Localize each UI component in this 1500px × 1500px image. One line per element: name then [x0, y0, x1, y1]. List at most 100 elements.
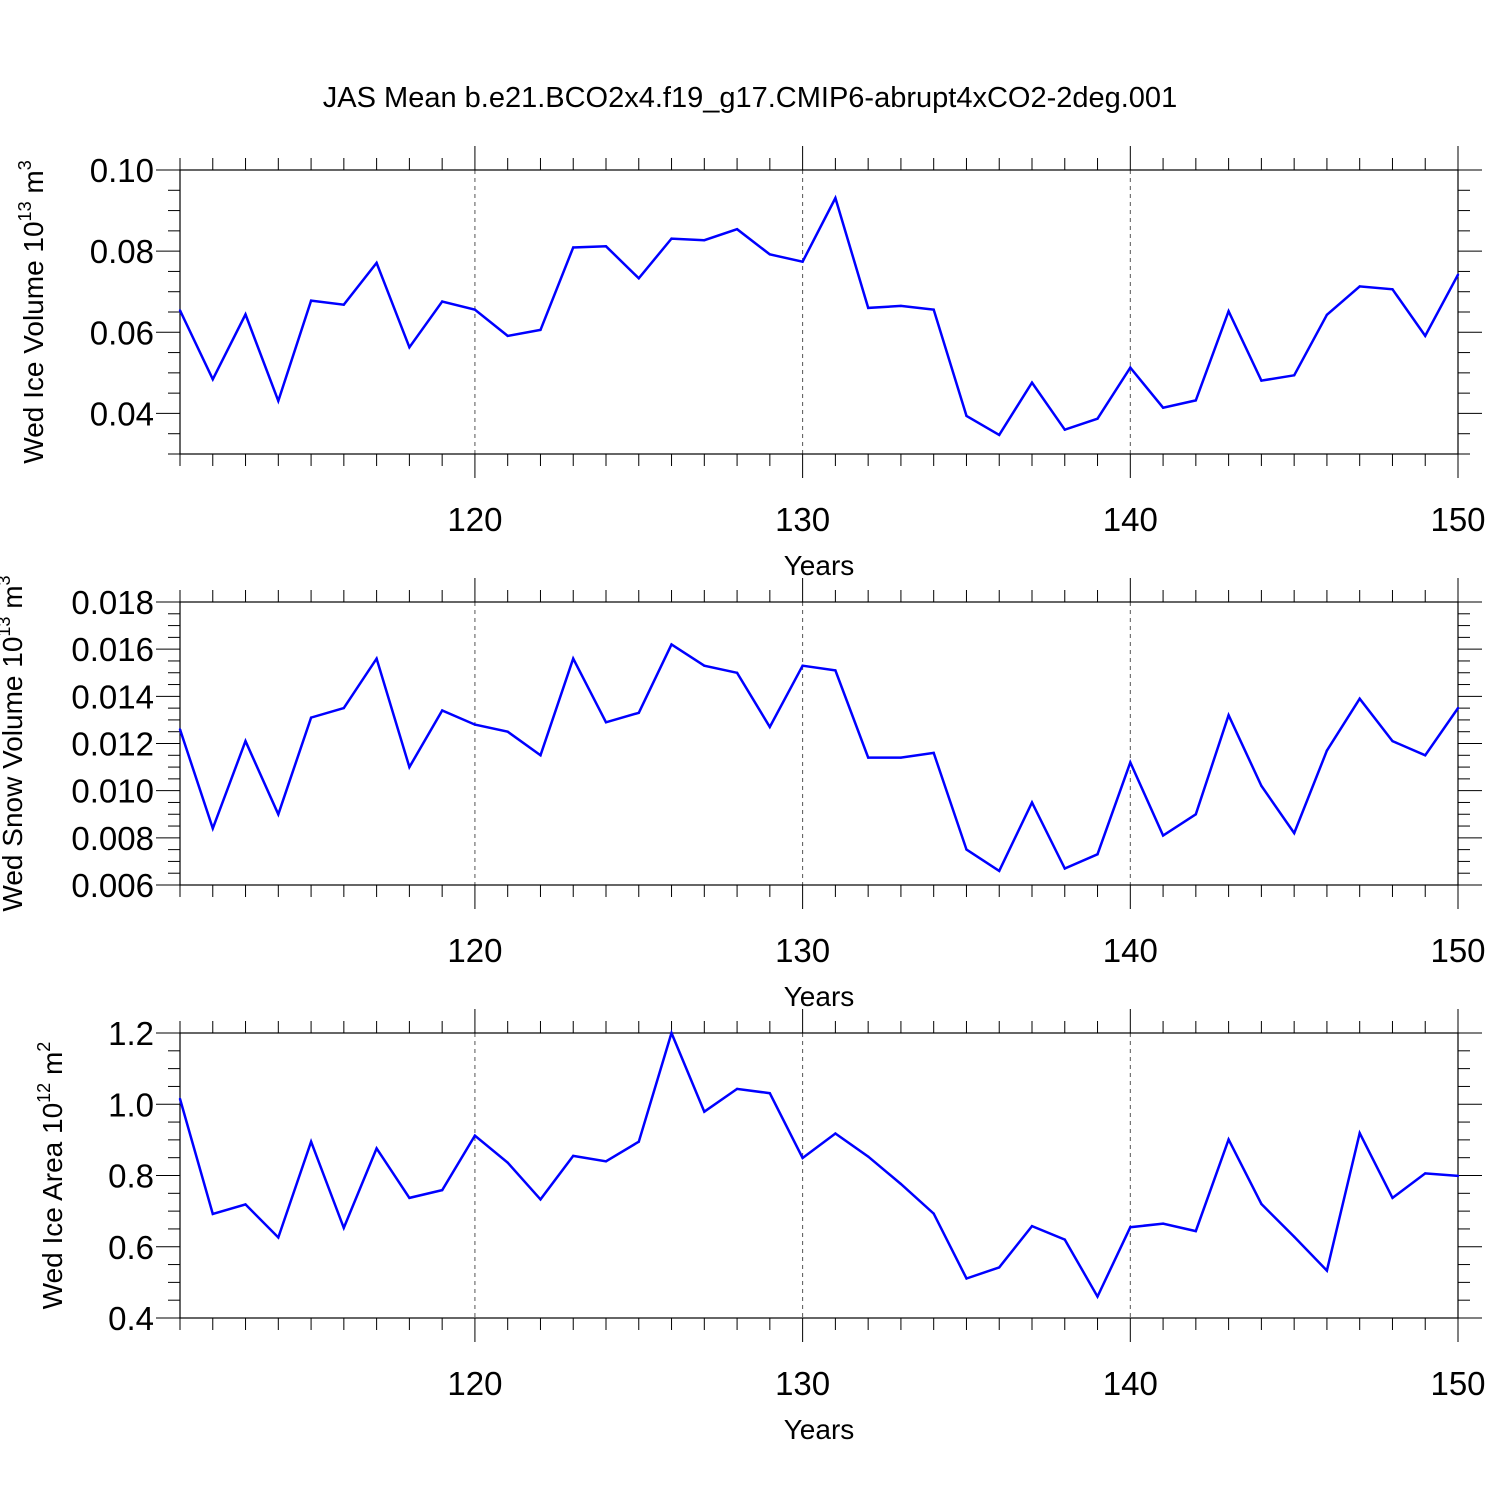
- data-point: [1424, 334, 1427, 338]
- data-point: [703, 1110, 706, 1113]
- data-point: [834, 669, 837, 672]
- data-point: [1227, 310, 1230, 313]
- y-axis-title: Wed Ice Volume 1013 m3: [15, 160, 49, 463]
- data-point: [572, 657, 575, 660]
- data-point: [637, 277, 640, 280]
- data-point: [1096, 417, 1099, 420]
- data-point: [1161, 406, 1165, 409]
- panels: 0.04 0.06 0.08 0.10 120 130 140 150 Years Wed Ice…: [0, 146, 1486, 1445]
- data-point: [1227, 714, 1230, 717]
- data-point: [965, 1277, 968, 1280]
- data-point: [1194, 813, 1198, 816]
- data-point: [277, 399, 280, 403]
- data-point: [998, 869, 1001, 873]
- data-point: [1161, 834, 1165, 837]
- data-point: [1030, 381, 1034, 384]
- data-point: [768, 253, 771, 256]
- data-point: [1391, 739, 1394, 743]
- data-point: [735, 671, 739, 674]
- x-tick-label: 140: [1103, 932, 1158, 969]
- y-axis-title-main: Wed Ice Volume 10: [18, 221, 49, 463]
- data-point: [604, 721, 608, 724]
- data-point: [211, 1212, 214, 1216]
- y-axis-title-main: Wed Ice Area 10: [37, 1103, 68, 1310]
- data-point: [670, 643, 673, 646]
- y-axis-title-main: Wed Snow Volume 10: [0, 637, 28, 912]
- panel-2: 0.006 0.008 0.010 0.012 0.014 0.016 0.018 120 13…: [0, 575, 1486, 1012]
- data-point: [506, 730, 509, 733]
- data-point: [244, 313, 247, 316]
- x-tick-label: 140: [1103, 501, 1158, 538]
- data-point: [1194, 1229, 1198, 1233]
- y-axis-title-unit-exponent: 3: [0, 575, 14, 585]
- panel-3: 0.4 0.6 0.8 1.0 1.2 120 130 140 150 Years Wed Ice …: [34, 1009, 1486, 1445]
- data-point: [408, 765, 411, 769]
- data-point: [965, 848, 968, 851]
- data-point: [473, 723, 477, 726]
- plot-frame: [179, 601, 1459, 886]
- x-axis-title: Years: [784, 1414, 855, 1445]
- data-point: [473, 308, 477, 311]
- y-tick-label: 0.018: [71, 584, 154, 621]
- data-point: [1358, 697, 1361, 700]
- data-point: [867, 756, 870, 759]
- data-point: [1325, 749, 1329, 752]
- data-point: [539, 1198, 542, 1201]
- data-point: [572, 1154, 575, 1158]
- data-point: [441, 300, 444, 303]
- y-tick-label: 0.6: [108, 1229, 154, 1266]
- data-point: [834, 196, 837, 200]
- data-point: [867, 306, 870, 310]
- x-tick-label: 150: [1430, 501, 1485, 538]
- y-tick-label: 0.8: [108, 1158, 154, 1195]
- y-tick-label: 0.08: [90, 233, 154, 270]
- data-point: [342, 303, 345, 306]
- data-point: [899, 756, 903, 759]
- data-point: [965, 414, 968, 418]
- data-point: [211, 378, 214, 381]
- data-point: [801, 664, 804, 667]
- data-point: [670, 1031, 673, 1035]
- data-point: [342, 1226, 345, 1230]
- y-axis-title-unit: m: [37, 1052, 68, 1083]
- data-point: [1096, 1295, 1099, 1298]
- y-axis-title-exponent: 13: [15, 201, 35, 221]
- y-axis-title-unit: m: [18, 170, 49, 201]
- plot-frame: [179, 1032, 1459, 1319]
- y-tick-label: 0.10: [90, 152, 154, 189]
- figure-title: JAS Mean b.e21.BCO2x4.f19_g17.CMIP6-abru…: [323, 82, 1177, 114]
- x-axis-title: Years: [784, 550, 855, 581]
- data-point: [801, 1156, 804, 1160]
- data-point: [1030, 1224, 1034, 1228]
- x-tick-label: 150: [1430, 1365, 1485, 1402]
- y-tick-label: 0.06: [90, 314, 154, 351]
- data-point: [998, 1266, 1001, 1269]
- y-tick-label: 0.04: [90, 395, 154, 432]
- y-axis-title-unit-exponent: 3: [15, 160, 35, 170]
- y-axis-title-exponent: 13: [0, 617, 14, 637]
- plot-frame: [179, 169, 1459, 455]
- data-point: [1391, 288, 1394, 291]
- y-tick-label: 0.012: [71, 726, 154, 763]
- data-point: [1227, 1138, 1230, 1141]
- data-point: [375, 261, 378, 265]
- data-point: [1424, 1172, 1427, 1175]
- y-tick-label: 0.010: [71, 773, 154, 810]
- data-point: [1260, 784, 1263, 788]
- data-point: [309, 299, 313, 302]
- y-axis-title: Wed Ice Area 1012 m2: [34, 1042, 68, 1310]
- data-point: [604, 1160, 608, 1163]
- data-point: [277, 813, 280, 816]
- data-point: [178, 309, 182, 312]
- data-point: [277, 1236, 280, 1239]
- y-tick-label: 0.4: [108, 1300, 154, 1337]
- data-point: [932, 1212, 935, 1215]
- x-tick-label: 120: [447, 501, 502, 538]
- data-point: [506, 1161, 509, 1164]
- y-tick-label: 0.006: [71, 867, 154, 904]
- data-point: [801, 260, 804, 263]
- x-axis-title: Years: [784, 981, 855, 1012]
- data-point: [1358, 1131, 1361, 1135]
- x-tick-label: 130: [775, 1365, 830, 1402]
